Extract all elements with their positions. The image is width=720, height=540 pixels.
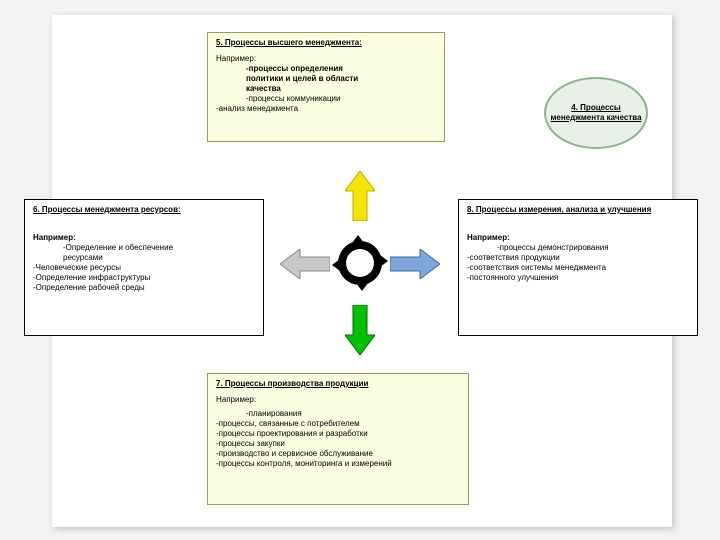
box-right-line: -соответствия продукции [467,253,689,263]
box-top: 5. Процессы высшего менеджмента: Наприме… [207,32,445,142]
box-left-line: -Определение рабочей среды [33,283,255,293]
box-left-line: ресурсами [63,253,255,263]
box-left-line: -Определение и обеспечение [63,243,255,253]
box-right: 8. Процессы измерения, анализа и улучшен… [458,199,698,336]
cycle-icon [330,233,390,293]
box-top-line: -анализ менеджмента [216,104,436,114]
box-left-line: -Определение инфраструктуры [33,273,255,283]
box-left-line: -Человеческие ресурсы [33,263,255,273]
example-label: Например: [216,395,460,405]
box-bottom-title: 7. Процессы производства продукции [216,379,460,389]
example-label: Например: [33,233,255,243]
box-bottom-line: -процессы проектирования и разработки [216,429,460,439]
box-bottom-line: -процессы, связанные с потребителем [216,419,460,429]
box-right-line: -постоянного улучшения [467,273,689,283]
box-top-line: политики и целей в области [246,74,436,84]
box-bottom-line: -планирования [246,409,460,419]
box-bottom-line: -производство и сервисное обслуживание [216,449,460,459]
page: 5. Процессы высшего менеджмента: Наприме… [52,15,672,527]
box-bottom-line: -процессы контроля, мониторинга и измере… [216,459,460,469]
arrow-down-icon [345,305,375,355]
oval-quality: 4. Процессы менеджмента качества [544,77,648,149]
arrow-right-icon [390,249,440,279]
box-right-title: 8. Процессы измерения, анализа и улучшен… [467,205,689,215]
box-bottom-line: -процессы закупки [216,439,460,449]
box-right-line: -соответствия системы менеджмента [467,263,689,273]
box-right-line: -процессы демонстрирования [497,243,689,253]
arrow-up-icon [345,171,375,221]
box-left: 6. Процессы менеджмента ресурсов: Наприм… [24,199,264,336]
oval-text: 4. Процессы менеджмента качества [546,103,646,122]
arrow-left-icon [280,249,330,279]
box-bottom: 7. Процессы производства продукции Напри… [207,373,469,505]
example-label: Например: [467,233,689,243]
box-top-line: -процессы коммуникации [246,94,436,104]
box-top-line: качества [246,84,436,94]
example-label: Например: [216,54,436,64]
box-top-line: -процессы определения [246,64,436,74]
box-top-title: 5. Процессы высшего менеджмента: [216,38,436,48]
box-left-title: 6. Процессы менеджмента ресурсов: [33,205,255,215]
